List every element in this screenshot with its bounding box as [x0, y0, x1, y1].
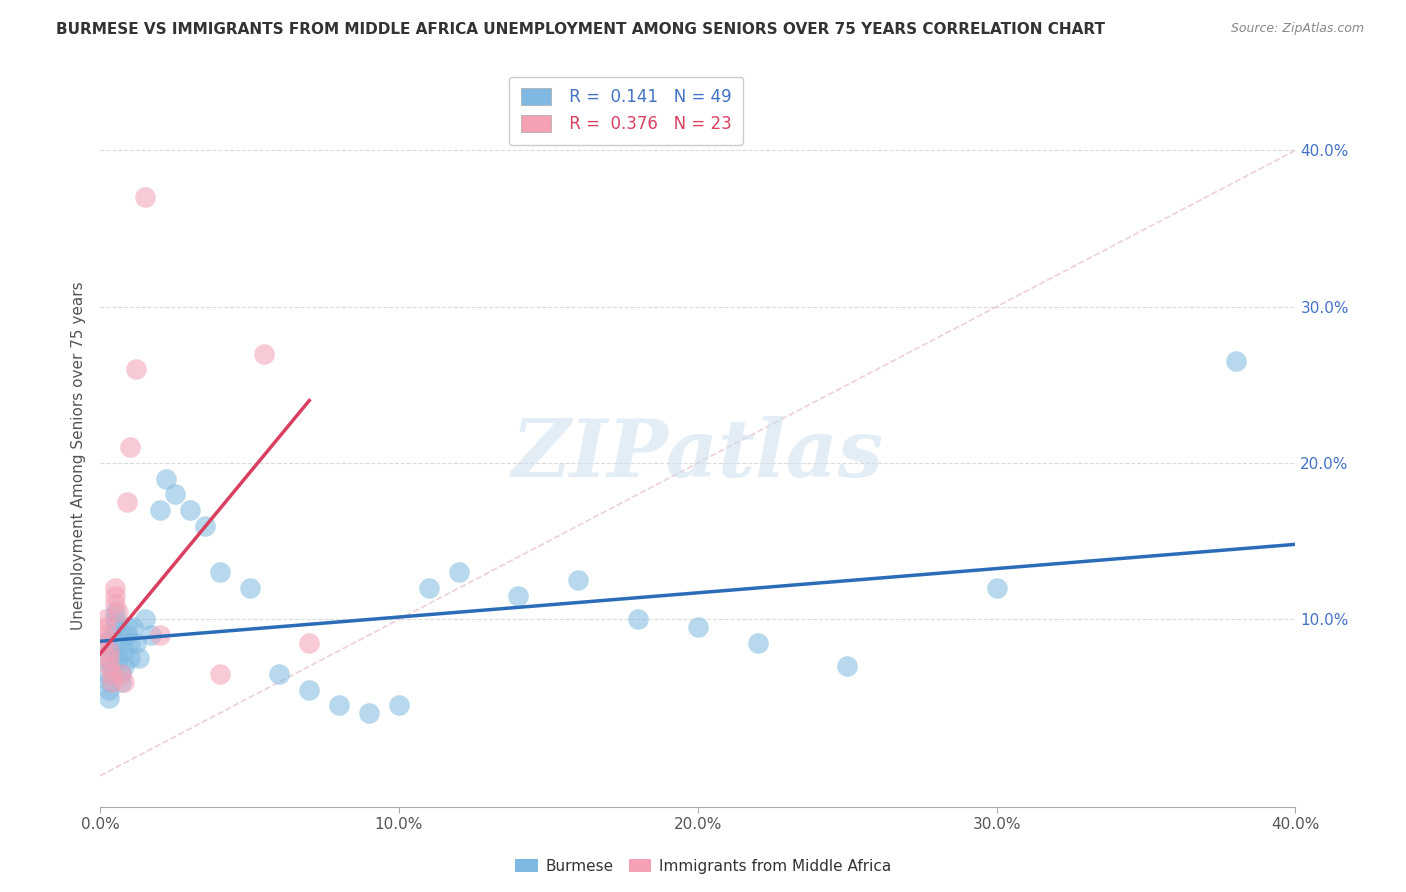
- Point: [567, 574, 589, 588]
- Point: [208, 566, 231, 580]
- Point: [125, 362, 148, 376]
- Point: [686, 620, 709, 634]
- Point: [104, 605, 127, 619]
- Point: [128, 651, 150, 665]
- Point: [155, 472, 177, 486]
- Point: [94, 612, 117, 626]
- Point: [104, 620, 127, 634]
- Point: [101, 667, 124, 681]
- Point: [388, 698, 411, 713]
- Point: [101, 643, 124, 657]
- Point: [94, 651, 117, 665]
- Point: [98, 651, 121, 665]
- Point: [179, 503, 201, 517]
- Point: [134, 612, 156, 626]
- Point: [194, 518, 217, 533]
- Point: [447, 566, 470, 580]
- Point: [208, 667, 231, 681]
- Point: [118, 651, 141, 665]
- Point: [91, 636, 114, 650]
- Point: [118, 441, 141, 455]
- Point: [298, 636, 321, 650]
- Point: [98, 690, 121, 705]
- Point: [112, 659, 135, 673]
- Point: [418, 581, 440, 595]
- Point: [359, 706, 381, 721]
- Point: [328, 698, 350, 713]
- Point: [627, 612, 650, 626]
- Point: [107, 651, 129, 665]
- Text: BURMESE VS IMMIGRANTS FROM MIDDLE AFRICA UNEMPLOYMENT AMONG SENIORS OVER 75 YEAR: BURMESE VS IMMIGRANTS FROM MIDDLE AFRICA…: [56, 22, 1105, 37]
- Point: [94, 620, 117, 634]
- Point: [101, 674, 124, 689]
- Text: ZIPatlas: ZIPatlas: [512, 417, 884, 494]
- Point: [107, 605, 129, 619]
- Point: [112, 674, 135, 689]
- Point: [104, 589, 127, 603]
- Point: [298, 682, 321, 697]
- Point: [149, 628, 172, 642]
- Point: [101, 628, 124, 642]
- Legend:  R =  0.141   N = 49,  R =  0.376   N = 23: R = 0.141 N = 49, R = 0.376 N = 23: [509, 77, 744, 145]
- Point: [98, 682, 121, 697]
- Point: [837, 659, 859, 673]
- Text: Source: ZipAtlas.com: Source: ZipAtlas.com: [1230, 22, 1364, 36]
- Point: [149, 503, 172, 517]
- Point: [163, 487, 186, 501]
- Point: [269, 667, 291, 681]
- Point: [104, 597, 127, 611]
- Point: [110, 667, 132, 681]
- Point: [98, 659, 121, 673]
- Point: [94, 636, 117, 650]
- Point: [115, 628, 138, 642]
- Point: [125, 636, 148, 650]
- Point: [1225, 354, 1247, 368]
- Point: [115, 495, 138, 509]
- Point: [104, 581, 127, 595]
- Point: [94, 667, 117, 681]
- Point: [986, 581, 1008, 595]
- Point: [101, 659, 124, 673]
- Legend: Burmese, Immigrants from Middle Africa: Burmese, Immigrants from Middle Africa: [509, 853, 897, 880]
- Point: [253, 346, 276, 360]
- Point: [508, 589, 530, 603]
- Point: [91, 628, 114, 642]
- Point: [104, 612, 127, 626]
- Point: [112, 643, 135, 657]
- Point: [134, 190, 156, 204]
- Point: [139, 628, 162, 642]
- Point: [747, 636, 769, 650]
- Point: [122, 620, 145, 634]
- Point: [110, 674, 132, 689]
- Point: [238, 581, 260, 595]
- Point: [115, 620, 138, 634]
- Point: [118, 636, 141, 650]
- Point: [98, 674, 121, 689]
- Point: [110, 667, 132, 681]
- Point: [107, 636, 129, 650]
- Y-axis label: Unemployment Among Seniors over 75 years: Unemployment Among Seniors over 75 years: [72, 281, 86, 630]
- Point: [98, 643, 121, 657]
